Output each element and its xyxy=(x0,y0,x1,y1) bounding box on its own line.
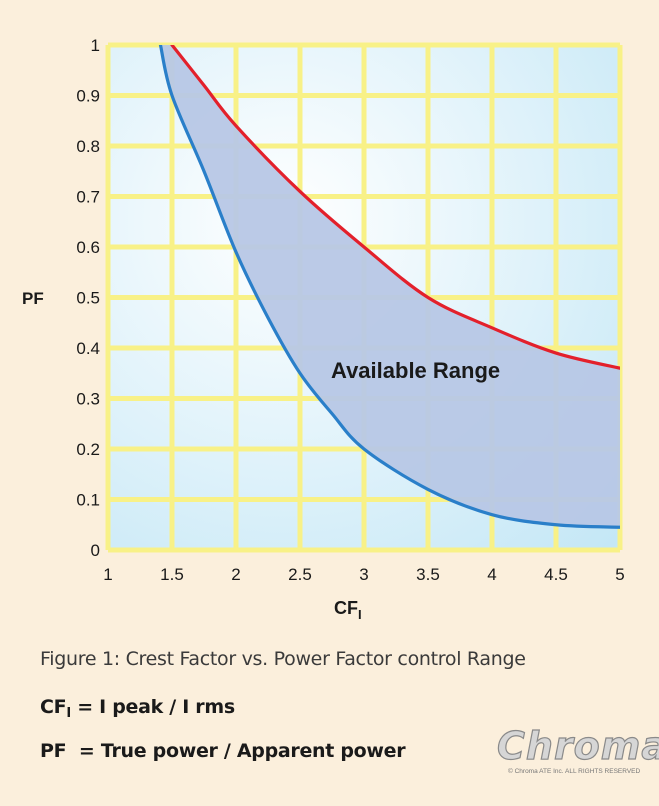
copyright-text: © Chroma ATE Inc. ALL RIGHTS RESERVED xyxy=(508,768,641,775)
y-tick-labels: 0 0.1 0.2 0.3 0.4 0.5 0.6 0.7 0.8 0.9 1 xyxy=(76,36,100,560)
x-tick-label: 3 xyxy=(359,565,368,584)
x-tick-label: 4 xyxy=(487,565,496,584)
x-axis-label-main: CF xyxy=(334,598,358,618)
x-tick-labels: 1 1.5 2 2.5 3 3.5 4 4.5 5 xyxy=(103,565,624,584)
x-tick-label: 3.5 xyxy=(416,565,440,584)
y-axis-label: PF xyxy=(22,289,44,308)
y-tick-label: 0.9 xyxy=(76,87,100,106)
y-tick-label: 0.8 xyxy=(76,137,100,156)
range-annotation: Available Range xyxy=(331,358,500,383)
x-tick-label: 4.5 xyxy=(544,565,568,584)
chroma-logo: Chroma xyxy=(496,723,659,768)
y-tick-label: 0.7 xyxy=(76,188,100,207)
y-tick-label: 0.4 xyxy=(76,339,100,358)
series-lines xyxy=(158,45,620,529)
x-tick-label: 5 xyxy=(615,565,624,584)
figure-caption: Figure 1: Crest Factor vs. Power Factor … xyxy=(40,648,526,670)
x-tick-label: 1 xyxy=(103,565,112,584)
upper-limit-line xyxy=(170,45,620,370)
x-tick-label: 2 xyxy=(231,565,240,584)
cf-definition-text: = I peak / I rms xyxy=(70,696,235,718)
x-tick-label: 2.5 xyxy=(288,565,312,584)
y-tick-label: 1 xyxy=(91,36,100,55)
crest-factor-chart: 1 1.5 2 2.5 3 3.5 4 4.5 5 0 0.1 0.2 0.3 0.4 0.5 0.6 0.7… xyxy=(22,36,625,622)
available-range-fill xyxy=(160,45,620,528)
y-tick-label: 0.6 xyxy=(76,238,100,257)
cf-definition-sub: I xyxy=(66,706,71,721)
lower-limit-line xyxy=(158,45,620,529)
x-axis-label: CFI xyxy=(334,598,362,622)
y-tick-label: 0.3 xyxy=(76,390,100,409)
y-tick-label: 0.5 xyxy=(76,289,100,308)
y-tick-label: 0 xyxy=(91,541,100,560)
cf-definition-label: CF xyxy=(40,696,67,718)
y-tick-label: 0.2 xyxy=(76,440,100,459)
pf-definition: PF = True power / Apparent power xyxy=(40,740,406,762)
x-axis-label-sub: I xyxy=(358,607,362,622)
y-tick-label: 0.1 xyxy=(76,491,100,510)
cf-definition: CFI = I peak / I rms xyxy=(40,696,235,721)
x-tick-label: 1.5 xyxy=(160,565,184,584)
